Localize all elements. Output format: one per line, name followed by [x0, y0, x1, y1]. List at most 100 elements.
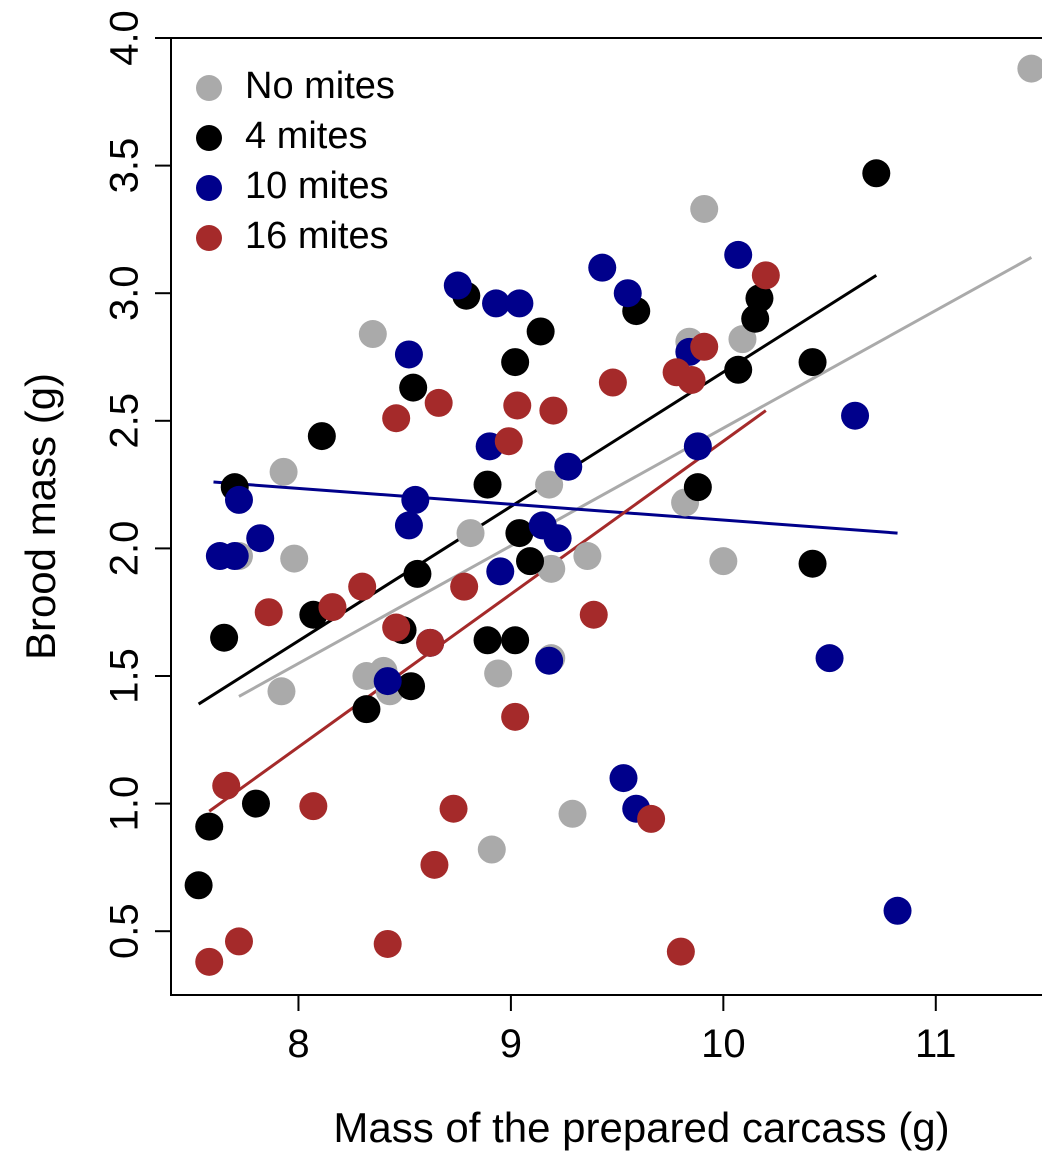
point-10-mites: [588, 253, 617, 282]
x-tick-label: 11: [915, 1022, 957, 1066]
y-axis-title: Brood mass (g): [17, 373, 64, 660]
x-axis-title: Mass of the prepared carcass (g): [333, 1104, 949, 1151]
point-4-mites: [798, 549, 827, 578]
point-no-mites: [690, 194, 719, 223]
x-axis: 8 9 10 11: [287, 995, 957, 1066]
point-10-mites: [246, 524, 275, 553]
point-16-mites: [373, 929, 402, 958]
point-4-mites: [516, 547, 545, 576]
data-points: [184, 54, 1042, 976]
point-no-mites: [535, 470, 564, 499]
point-no-mites: [358, 320, 387, 349]
point-10-mites: [543, 524, 572, 553]
x-tick-label: 9: [500, 1022, 522, 1066]
y-tick-label: 3.0: [103, 265, 147, 321]
point-4-mites: [307, 422, 336, 451]
y-axis: 0.5 1.0 1.5 2.0 2.5 3.0 3.5 4.0: [103, 10, 171, 959]
point-4-mites: [501, 348, 530, 377]
point-no-mites: [709, 547, 738, 576]
point-10-mites: [554, 452, 583, 481]
point-no-mites: [484, 659, 513, 688]
point-16-mites: [318, 593, 347, 622]
legend-marker-10-mites: [196, 175, 222, 201]
point-16-mites: [439, 794, 468, 823]
point-16-mites: [299, 792, 328, 821]
point-10-mites: [401, 485, 430, 514]
point-no-mites: [728, 325, 757, 354]
point-no-mites: [280, 544, 309, 573]
point-4-mites: [745, 284, 774, 313]
point-4-mites: [399, 373, 428, 402]
point-10-mites: [482, 289, 511, 318]
point-10-mites: [394, 511, 423, 540]
legend-label-16-mites: 16 mites: [245, 215, 389, 257]
fit-line-16-mites: [208, 409, 767, 813]
y-tick-label: 1.5: [103, 648, 147, 704]
point-no-mites: [558, 799, 587, 828]
point-no-mites: [267, 677, 296, 706]
point-10-mites: [394, 340, 423, 369]
point-no-mites: [456, 519, 485, 548]
point-16-mites: [637, 804, 666, 833]
y-tick-label: 3.5: [103, 138, 147, 194]
point-no-mites: [537, 554, 566, 583]
legend-marker-16-mites: [196, 225, 222, 251]
y-tick-label: 1.0: [103, 776, 147, 832]
point-10-mites: [373, 667, 402, 696]
point-4-mites: [210, 623, 239, 652]
fit-lines: [197, 256, 1033, 813]
point-16-mites: [382, 404, 411, 433]
point-4-mites: [501, 626, 530, 655]
y-tick-label: 2.0: [103, 521, 147, 577]
point-16-mites: [382, 613, 411, 642]
legend-label-10-mites: 10 mites: [245, 165, 389, 207]
point-4-mites: [505, 519, 534, 548]
y-tick-label: 4.0: [103, 10, 147, 66]
point-16-mites: [503, 391, 532, 420]
point-4-mites: [352, 695, 381, 724]
point-4-mites: [683, 473, 712, 502]
point-4-mites: [473, 626, 502, 655]
point-16-mites: [598, 368, 627, 397]
point-10-mites: [486, 557, 515, 586]
point-4-mites: [184, 871, 213, 900]
point-16-mites: [348, 572, 377, 601]
point-10-mites: [841, 401, 870, 430]
legend-label-4-mites: 4 mites: [245, 115, 367, 157]
point-10-mites: [815, 644, 844, 673]
point-16-mites: [224, 927, 253, 956]
point-no-mites: [269, 457, 298, 486]
fit-line-10-mites: [213, 480, 898, 535]
point-10-mites: [224, 485, 253, 514]
y-tick-label: 0.5: [103, 903, 147, 959]
point-16-mites: [666, 937, 695, 966]
point-4-mites: [403, 559, 432, 588]
point-no-mites: [573, 542, 602, 571]
point-4-mites: [195, 812, 224, 841]
point-4-mites: [473, 470, 502, 499]
point-10-mites: [220, 542, 249, 571]
point-16-mites: [579, 600, 608, 629]
point-10-mites: [443, 271, 472, 300]
point-10-mites: [505, 289, 534, 318]
point-16-mites: [195, 947, 224, 976]
point-4-mites: [241, 789, 270, 818]
x-tick-label: 10: [701, 1022, 746, 1066]
point-10-mites: [683, 432, 712, 461]
legend-label-no-mites: No mites: [245, 65, 395, 107]
point-4-mites: [724, 355, 753, 384]
point-16-mites: [212, 771, 241, 800]
point-16-mites: [501, 702, 530, 731]
point-16-mites: [677, 365, 706, 394]
point-16-mites: [494, 427, 523, 456]
legend-marker-4-mites: [196, 125, 222, 151]
point-no-mites: [477, 835, 506, 864]
point-16-mites: [416, 628, 445, 657]
legend-marker-no-mites: [196, 75, 222, 101]
point-4-mites: [798, 348, 827, 377]
point-16-mites: [751, 261, 780, 290]
point-16-mites: [424, 388, 453, 417]
point-no-mites: [1017, 54, 1042, 83]
point-10-mites: [724, 240, 753, 269]
